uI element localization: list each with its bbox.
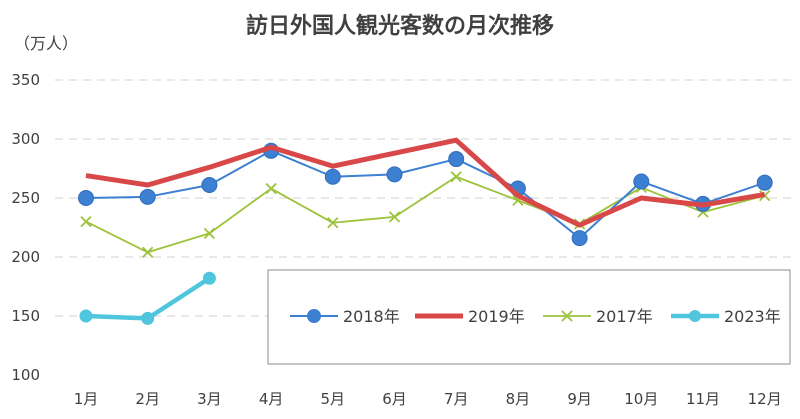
legend-item: 2023年 [671, 307, 781, 326]
data-point [203, 227, 216, 240]
legend-marker [561, 310, 573, 322]
data-point [324, 168, 341, 185]
data-point [448, 151, 465, 168]
legend-item: 2019年 [415, 307, 525, 326]
legend-label: 2019年 [468, 307, 525, 326]
x-tick-label: 9月 [567, 390, 592, 408]
x-axis-ticks: 1月 2月 3月 4月 5月 6月 7月 8月 9月 10月 11月 12月 [74, 390, 782, 408]
data-point [388, 211, 401, 223]
data-point [571, 230, 588, 247]
x-tick-label: 1月 [74, 390, 99, 408]
data-point [79, 309, 93, 323]
x-tick-label: 3月 [197, 390, 222, 408]
x-tick-label: 2月 [135, 390, 160, 408]
legend-label: 2017年 [596, 307, 653, 326]
data-point [142, 246, 154, 258]
legend-item: 2018年 [290, 307, 400, 326]
data-point [139, 188, 156, 205]
series-line [85, 149, 766, 240]
data-point [202, 271, 216, 285]
data-point [141, 311, 155, 325]
series-2019年 [85, 137, 766, 228]
y-tick-label: 100 [11, 366, 40, 384]
legend-marker [307, 309, 321, 323]
x-tick-label: 11月 [686, 390, 720, 408]
series-lines [78, 137, 773, 325]
x-tick-label: 12月 [748, 390, 782, 408]
y-tick-label: 150 [11, 307, 40, 325]
data-point [450, 171, 462, 183]
chart-title: 訪日外国人観光客数の月次推移 [246, 13, 554, 39]
x-tick-label: 4月 [259, 390, 284, 408]
y-axis-unit-label: （万人） [14, 34, 78, 53]
data-point [78, 190, 94, 206]
y-tick-label: 200 [11, 248, 40, 266]
series-2023年 [79, 271, 216, 325]
x-tick-label: 7月 [444, 390, 469, 408]
data-point [756, 174, 773, 191]
data-point [80, 215, 92, 228]
legend: 2018年 2019年 2017年 2023年 [267, 269, 791, 365]
series-2017年 [80, 171, 771, 258]
series-2018年 [78, 142, 773, 247]
y-tick-label: 300 [11, 130, 40, 148]
legend-marker [689, 310, 701, 322]
data-point [265, 182, 277, 195]
y-tick-label: 250 [11, 189, 40, 207]
x-tick-label: 5月 [321, 390, 346, 408]
y-axis-ticks: 100 150 200 250 300 350 [11, 71, 40, 384]
legend-label: 2018年 [343, 307, 400, 326]
series-line [85, 137, 766, 228]
x-tick-label: 10月 [624, 390, 658, 408]
legend-label: 2023年 [724, 307, 781, 326]
data-point [327, 217, 339, 229]
legend-item: 2017年 [543, 307, 653, 326]
data-point [386, 166, 403, 183]
x-tick-label: 6月 [382, 390, 407, 408]
y-tick-label: 350 [11, 71, 40, 89]
series-line [85, 175, 765, 254]
data-point [633, 173, 650, 190]
data-point [201, 177, 218, 194]
x-tick-label: 8月 [506, 390, 531, 408]
